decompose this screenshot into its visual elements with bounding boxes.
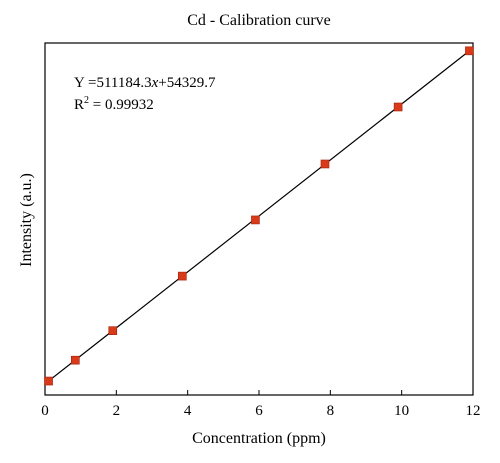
equation-prefix: Y =511184.3 (74, 75, 152, 91)
data-point (393, 102, 403, 112)
data-point (178, 271, 187, 281)
chart-title: Cd - Calibration curve (187, 12, 331, 29)
y-axis-label: Intensity (a.u.) (18, 173, 35, 267)
data-point (251, 215, 260, 225)
data-point (108, 326, 118, 335)
equation-annotation: Y =511184.3x+54329.7 (74, 75, 216, 91)
r-squared-label: R (74, 97, 84, 113)
x-tick-label: 8 (327, 403, 335, 419)
data-point (71, 355, 80, 365)
x-axis: 0 2 4 6 8 10 12 (41, 390, 481, 419)
r-squared-annotation: R2 = 0.99932 (74, 95, 154, 113)
x-tick-label: 6 (255, 403, 263, 419)
x-tick-label: 10 (394, 403, 409, 419)
data-points (44, 46, 474, 386)
x-tick-label: 2 (113, 403, 121, 419)
equation-variable: x (151, 75, 159, 91)
r-squared-superscript: 2 (84, 95, 89, 106)
data-point (44, 376, 53, 386)
x-tick-label: 4 (184, 403, 192, 419)
x-axis-label: Concentration (ppm) (192, 430, 326, 447)
data-point (320, 159, 330, 169)
r-squared-value: = 0.99932 (89, 97, 154, 113)
data-point (465, 46, 474, 56)
x-tick-label: 12 (466, 403, 481, 419)
x-tick-label: 0 (41, 403, 49, 419)
equation-suffix: +54329.7 (158, 75, 216, 91)
